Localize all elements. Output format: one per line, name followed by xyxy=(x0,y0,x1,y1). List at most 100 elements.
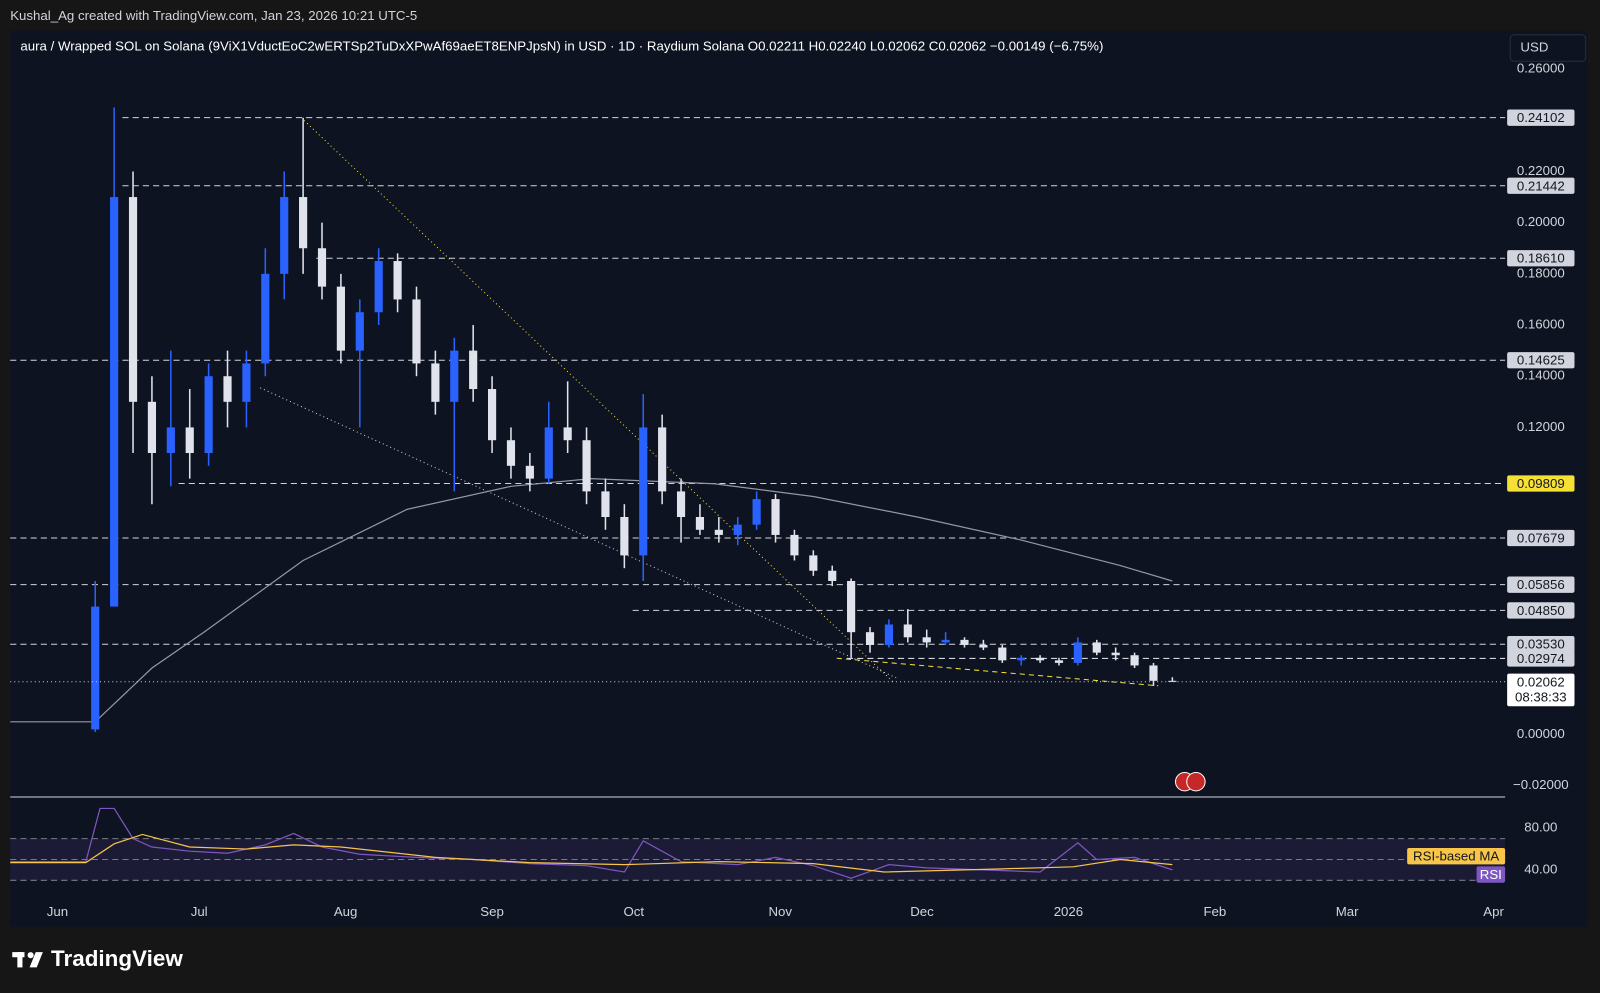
event-flag xyxy=(1186,772,1206,792)
candle-body xyxy=(525,465,534,479)
candle-body xyxy=(695,516,705,530)
level-label-bg xyxy=(1507,529,1575,547)
currency-button[interactable] xyxy=(1509,34,1587,62)
candle-body xyxy=(1054,660,1064,663)
candle-body xyxy=(147,401,157,454)
trend-line xyxy=(836,657,1159,687)
x-tick-label: Oct xyxy=(623,904,644,919)
trend-line xyxy=(259,387,899,680)
currency-label[interactable]: USD xyxy=(1520,40,1548,55)
y-tick-label: −0.02000 xyxy=(1513,777,1569,792)
y-tick-label: 80.00 xyxy=(1524,820,1557,835)
x-tick-label: Jun xyxy=(47,904,68,919)
candle-body xyxy=(733,524,742,535)
moving-average xyxy=(10,478,1173,723)
y-tick-label: 0.18000 xyxy=(1517,265,1565,280)
x-tick-label: Dec xyxy=(910,904,934,919)
candle-body xyxy=(714,529,723,535)
candle-body xyxy=(960,639,969,645)
candle-body xyxy=(204,376,213,454)
trend-line xyxy=(303,120,894,683)
candle-body xyxy=(223,376,232,402)
level-label: 0.14625 xyxy=(1517,353,1565,368)
candle-body xyxy=(128,197,138,402)
candle-body xyxy=(828,570,837,581)
x-tick-label: Sep xyxy=(480,904,504,919)
plot: 0.26000 0.22000 0.20000 0.18000 0.16000 0.140… xyxy=(10,61,1575,919)
level-label-bg xyxy=(1507,576,1575,593)
level-label-bg xyxy=(1507,636,1575,653)
logo-mark xyxy=(17,952,23,968)
level-label: 0.02974 xyxy=(1517,651,1565,666)
level-label: 0.05856 xyxy=(1517,577,1565,592)
candle-body xyxy=(563,427,572,441)
candle-body xyxy=(91,606,100,730)
candle-body xyxy=(487,389,497,441)
candle-body xyxy=(1036,657,1045,661)
candle-body xyxy=(506,440,516,466)
candle-body xyxy=(412,299,421,364)
candle-body xyxy=(1149,665,1158,681)
candle-body xyxy=(865,632,875,645)
candle-body xyxy=(374,261,383,313)
candle-body xyxy=(676,491,686,517)
candle-body xyxy=(336,286,345,351)
candle-body xyxy=(998,647,1007,661)
candle-body xyxy=(1130,655,1139,666)
x-tick-label: Mar xyxy=(1336,904,1359,919)
x-tick-label: 2026 xyxy=(1054,904,1083,919)
candle-body xyxy=(1168,680,1177,682)
y-tick-label: 0.00000 xyxy=(1517,726,1565,741)
last-price-bg xyxy=(1507,673,1575,707)
candle-body xyxy=(1111,652,1120,656)
candle-body xyxy=(903,624,912,638)
candle-body xyxy=(280,197,289,274)
candle-body xyxy=(620,516,629,556)
level-label-bg xyxy=(1507,109,1575,126)
rsi-line xyxy=(10,833,1173,873)
level-label-bg xyxy=(1507,650,1575,667)
candle-body xyxy=(1073,642,1082,663)
candle-body xyxy=(242,363,251,402)
candle-body xyxy=(299,197,308,249)
candle-body xyxy=(431,363,440,402)
level-label-bg xyxy=(1507,177,1575,194)
legend-label: RSI-based MA xyxy=(1413,849,1499,864)
legend-bg xyxy=(1407,848,1506,865)
candle-body xyxy=(847,580,856,633)
candle-body xyxy=(941,639,950,643)
x-tick-label: Nov xyxy=(768,904,792,919)
level-label-bg xyxy=(1507,352,1575,369)
credit: Kushal_Ag created with TradingView.com, … xyxy=(10,8,417,23)
level-label: 0.18610 xyxy=(1517,251,1565,266)
legend-bg xyxy=(1476,866,1506,883)
candle-body xyxy=(355,312,364,351)
candle-body xyxy=(922,637,931,643)
candle-body xyxy=(110,197,119,607)
y-tick-label: 0.14000 xyxy=(1517,368,1565,383)
candle-body xyxy=(166,427,175,454)
x-tick-label: Feb xyxy=(1203,904,1226,919)
y-tick-label: 0.26000 xyxy=(1517,61,1565,76)
level-label: 0.04850 xyxy=(1517,603,1565,618)
candle-body xyxy=(752,499,761,525)
y-tick-label: 0.22000 xyxy=(1517,163,1565,178)
level-label: 0.09809 xyxy=(1517,476,1565,491)
candle-body xyxy=(393,261,402,300)
candle-body xyxy=(979,644,988,648)
candle-body xyxy=(639,427,648,556)
candle-body xyxy=(884,624,893,645)
legend-label: RSI xyxy=(1480,867,1502,882)
x-tick-label: Aug xyxy=(334,904,358,919)
level-label-bg xyxy=(1507,602,1575,619)
logo-mark xyxy=(29,952,43,968)
candle-body xyxy=(185,427,194,454)
candle-body xyxy=(601,491,610,517)
y-tick-label: 40.00 xyxy=(1524,861,1557,876)
candle-body xyxy=(658,427,667,492)
y-tick-label: 0.20000 xyxy=(1517,214,1565,229)
candle-body xyxy=(809,555,818,571)
x-tick-label: Apr xyxy=(1483,904,1504,919)
level-label: 0.24102 xyxy=(1517,110,1565,125)
